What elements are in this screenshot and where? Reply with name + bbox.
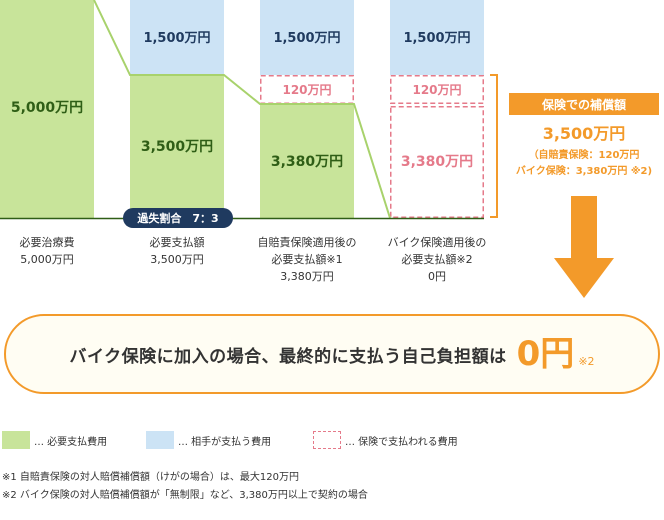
footnote-2: ※2 バイク保険の対人賠償補償額が「無制限」など、3,380万円以上で契約の場合 — [2, 490, 368, 501]
down-arrow-icon — [554, 196, 614, 298]
footnote-1: ※1 自賠責保険の対人賠償補償額（けがの場合）は、最大120万円 — [2, 472, 300, 483]
col4-dashed-label-small: 120万円 — [412, 83, 461, 97]
col1-caption: 必要治療費 5,000万円 — [19, 236, 75, 266]
compensation-title-box — [509, 93, 659, 115]
col3-blue-bar — [260, 0, 354, 75]
compensation-title: 保険での補償額 — [541, 97, 626, 112]
banner-note: ※2 — [578, 354, 595, 368]
banner-amount: 0円 — [516, 334, 575, 374]
legend-swatch-blue — [146, 431, 174, 449]
col2-blue-label: 1,500万円 — [143, 31, 210, 46]
col2-caption: 必要支払額 3,500万円 — [149, 236, 205, 266]
bracket — [490, 74, 498, 218]
compensation-amount: 3,500万円 — [543, 124, 626, 143]
connector-line — [93, 0, 391, 219]
col2-green-bar — [130, 75, 224, 218]
col4-dashed-box-large — [390, 106, 484, 218]
legend-item-blue: … 相手が支払う費用 — [146, 431, 271, 449]
fault-ratio-badge — [123, 208, 233, 228]
col3-green-label: 3,380万円 — [271, 154, 343, 170]
result-banner: バイク保険に加入の場合、最終的に支払う自己負担額は 0円 ※2 — [4, 314, 660, 394]
legend-item-dashed: … 保険で支払われる費用 — [313, 431, 458, 449]
col1-green-label: 5,000万円 — [11, 100, 83, 116]
legend-label-dashed: … 保険で支払われる費用 — [345, 436, 458, 448]
compensation-detail-1: （自賠責保険：120万円 — [529, 148, 640, 161]
col1-green-bar — [0, 0, 94, 218]
col4-blue-label: 1,500万円 — [403, 31, 470, 46]
banner-message: バイク保険に加入の場合、最終的に支払う自己負担額は — [69, 346, 507, 367]
legend-label-green: … 必要支払費用 — [34, 436, 108, 448]
insurance-diagram: 5,000万円 1,500万円 3,500万円 1,500万円 120万円 3,… — [0, 0, 659, 298]
col3-dashed-box — [260, 75, 354, 104]
legend-item-green: … 必要支払費用 — [2, 431, 107, 449]
col3-caption: 自賠責保険適用後の 必要支払額※1 3,380万円 — [257, 236, 357, 283]
col2-blue-bar — [130, 0, 224, 75]
col4-dashed-label-large: 3,380万円 — [401, 154, 473, 170]
col2-green-label: 3,500万円 — [141, 139, 213, 155]
legend-swatch-green — [2, 431, 30, 449]
col4-blue-bar — [390, 0, 484, 75]
col3-blue-label: 1,500万円 — [273, 31, 340, 46]
col4-caption: バイク保険適用後の 必要支払額※2 0円 — [387, 236, 487, 283]
compensation-detail-2: バイク保険：3,380万円 ※2) — [516, 164, 652, 177]
fault-ratio-label: 過失割合 7：3 — [136, 211, 218, 225]
col3-green-bar — [260, 104, 354, 218]
col3-dashed-label: 120万円 — [282, 83, 331, 97]
col4-dashed-box-small — [390, 75, 484, 104]
legend-label-blue: … 相手が支払う費用 — [178, 436, 272, 448]
legend-swatch-dashed — [313, 431, 341, 449]
